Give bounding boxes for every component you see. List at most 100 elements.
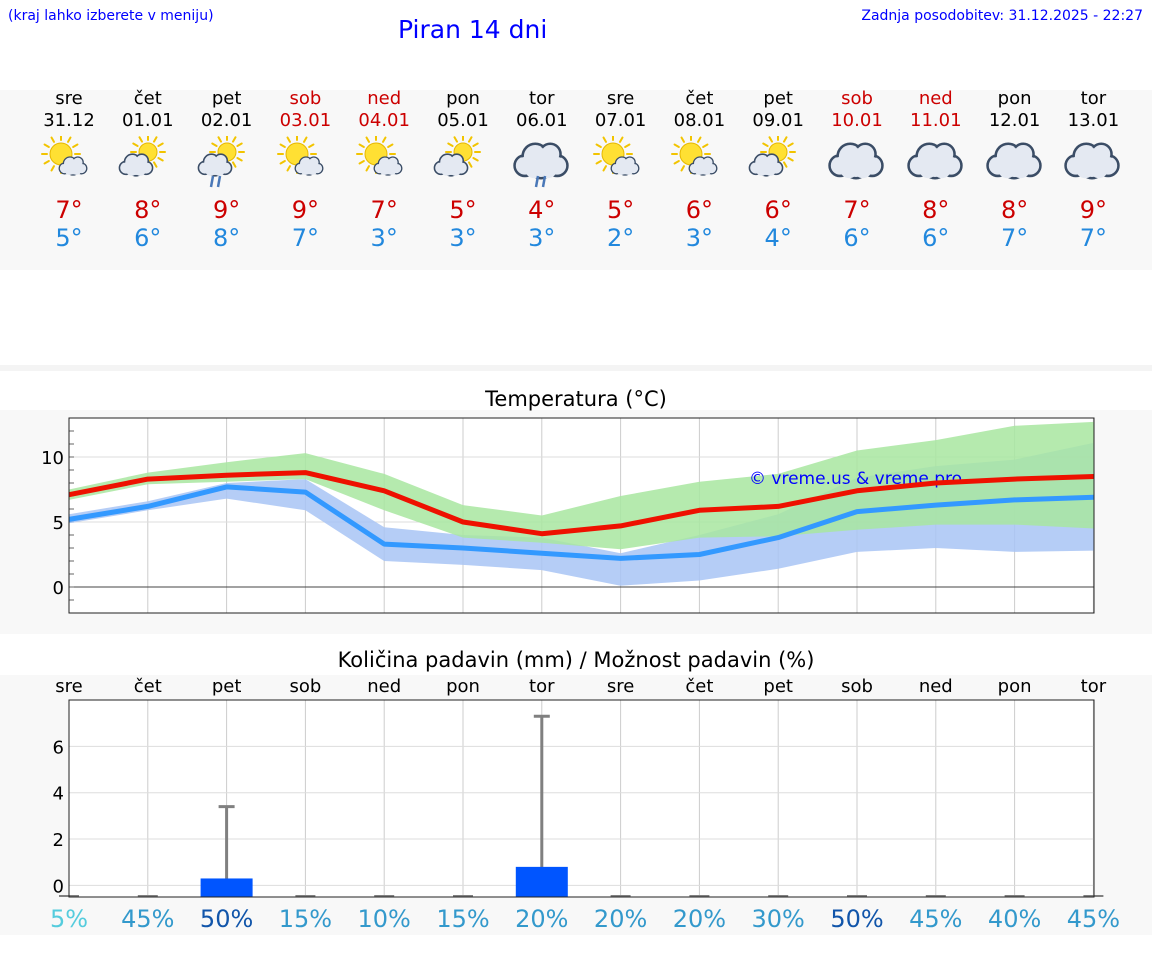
precip-chance: 40% [988,905,1041,933]
sun-ray [138,136,143,143]
day-column: čet 01.01 8° 6° [108,88,188,252]
day-name: čet [133,88,162,109]
precip-chance: 15% [436,905,489,933]
day-column: sre 07.01 5° 2° [581,88,661,252]
max-temp: 9° [291,196,320,224]
precip-day-label: ned [919,676,953,697]
cloud-fill [853,159,873,179]
cloud-shape [610,156,640,176]
sun-ray [217,136,222,143]
cloud-fill [134,164,146,176]
day-name: ned [367,88,402,109]
cloud-shape [907,142,963,180]
max-temp: 8° [134,196,162,224]
cloud-icon [985,142,1042,180]
day-date: 13.01 [1067,110,1120,131]
sun-ray [697,136,702,143]
rain-drop [534,175,540,188]
sun-ray [447,142,454,147]
day-date: 09.01 [752,110,804,131]
sun-ray [358,143,366,148]
day-column: pet 02.01 9° 8° [187,88,267,252]
cloud-rain-icon [513,142,569,188]
sun-ray [235,142,243,147]
min-temp: 4° [764,224,792,252]
cloud-fill [524,159,544,179]
day-column: ned 11.01 8° 6° [896,88,976,252]
day-date: 31.12 [43,110,95,131]
max-temp: 9° [1079,196,1108,224]
max-temp: 5° [606,196,635,224]
y-tick-label: 6 [53,737,64,758]
precip-day-label: pet [763,676,793,697]
day-name: ned [918,88,953,109]
cloud-shape [1064,142,1121,180]
precip-chance: 5% [50,905,88,933]
precip-day-label: tor [1081,676,1107,697]
precip-chance: 20% [594,905,647,933]
precip-day-label: pon [446,676,480,697]
day-date: 02.01 [200,110,253,131]
precip-chance: 45% [1067,905,1120,933]
sun-ray [308,143,315,148]
sun-ray [468,136,473,143]
sun-ray [152,161,158,168]
y-tick-label: 4 [53,784,64,805]
location-hint[interactable]: (kraj lahko izberete v meniju) [8,8,214,24]
cloud-icon [828,142,884,180]
min-temp: 7° [291,224,320,252]
sun-ray [783,161,788,168]
sun-ray [279,160,287,165]
sun-ray [231,161,237,168]
cloud-fill [386,165,397,175]
divider [0,365,1152,371]
y-tick-label: 10 [41,448,64,469]
plot-frame [68,417,1095,614]
cloud-fill [449,164,462,176]
day-date: 11.01 [910,110,962,131]
min-temp-line [68,484,1095,561]
day-column: pon 12.01 8° 7° [975,88,1055,252]
sun-ray [231,136,237,143]
precipitation-chart: sre čet pet sob ned pon tor sre čet pet sob ned pon t… [50,676,1120,933]
sun-cloud-icon [277,136,324,176]
precip-chance: 10% [358,905,411,933]
cloud-fill [213,164,225,176]
precip-chart-title: Količina padavin (mm) / Možnost padavin … [337,648,815,672]
sun-ray [787,142,794,147]
min-temp: 7° [1000,224,1029,252]
page-title: Piran 14 dni [398,15,548,44]
day-column: čet 08.01 6° 3° [659,88,739,252]
sun-cloud-icon [592,136,640,176]
day-column: pon 05.01 5° 3° [423,88,503,252]
day-name: pon [446,88,480,109]
max-temp: 8° [1000,196,1029,224]
cloud-icon [907,142,963,180]
cloud-fill [1011,159,1030,179]
sun-ray [67,136,72,143]
precip-day-label: sob [841,676,873,697]
day-date: 08.01 [673,110,726,131]
sun-ray [702,143,709,148]
sun-ray [286,165,292,172]
day-name: tor [529,88,555,109]
sun-ray [680,165,686,172]
sun-ray [673,160,681,165]
day-name: pet [211,88,242,109]
precip-day-label: tor [529,676,555,697]
min-temp: 7° [1079,224,1108,252]
cloud-fill [125,164,138,176]
cloud-shape [828,142,884,180]
precip-chance: 45% [121,905,174,933]
cloud-fill [623,165,633,175]
sun-ray [157,157,164,162]
cloud-fill [918,159,938,179]
precip-chance: 20% [515,905,568,933]
min-temp: 3° [685,224,714,252]
day-date: 12.01 [988,110,1041,131]
sun-ray [472,157,479,162]
sun-ray [235,157,243,162]
cloud-shape [373,156,403,176]
cloud-fill [764,164,777,176]
day-name: pet [763,88,793,109]
